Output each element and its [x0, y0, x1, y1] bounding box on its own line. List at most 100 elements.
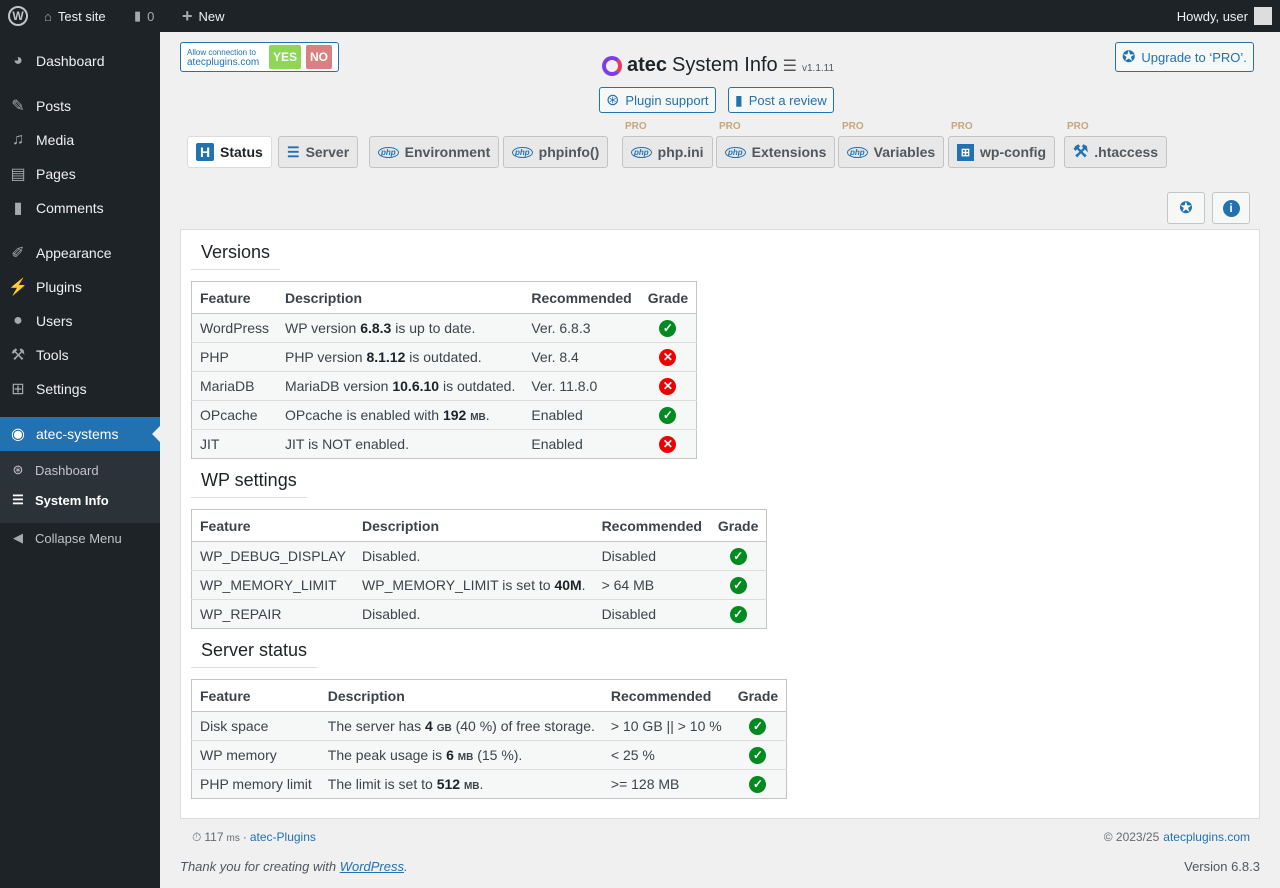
php-icon: php [631, 146, 652, 158]
desc-text: Disabled. [362, 548, 421, 564]
ms-unit: ms [226, 833, 240, 844]
desc-text: JIT is NOT enabled. [284, 436, 409, 452]
dashboard-icon: ◕ [13, 52, 23, 69]
menu-label: Dashboard [36, 53, 105, 69]
wp-version: Version 6.8.3 [1184, 859, 1260, 874]
comments-link[interactable]: ▮ 0 [134, 0, 154, 32]
tab-status[interactable]: H Status [187, 136, 272, 168]
feature-cell: WordPress [191, 313, 277, 343]
collapse-menu[interactable]: ◀ Collapse Menu [0, 524, 160, 552]
menu-tools[interactable]: ⚒ Tools [0, 338, 160, 372]
tab-wp-config[interactable]: ⊞ wp-config [948, 136, 1056, 168]
menu-label: Comments [36, 200, 104, 216]
server-icon: ☰ [12, 492, 24, 507]
pro-badge: PRO [719, 121, 741, 132]
column-header: Description [354, 509, 594, 542]
table-row: WP_DEBUG_DISPLAY Disabled. Disabled ✓ [191, 541, 767, 571]
render-time: ⏱ 117 ms · atec-Plugins [192, 830, 316, 845]
submenu-dashboard[interactable]: ⊛ Dashboard [0, 456, 160, 484]
support-icon: ⊛ [12, 462, 24, 477]
tab-phpinfo[interactable]: php phpinfo() [503, 136, 609, 168]
grade-cell: ✕ [639, 429, 697, 459]
status-panel: Versions Feature Description Recommended Gra… [180, 229, 1260, 819]
check-icon: ✓ [749, 718, 767, 735]
account-menu[interactable]: Howdy, user [1177, 0, 1272, 32]
feature-cell: PHP memory limit [191, 769, 320, 799]
table-header: Feature Description Recommended Grade [191, 679, 787, 712]
admin-bar: W ⌂ Test site ▮ 0 + New Howdy, user [0, 0, 1280, 32]
cross-icon: ✕ [659, 378, 677, 395]
tab-label: Server [305, 144, 350, 160]
desc-unit: GB [436, 723, 452, 734]
menu-atec-systems[interactable]: ◉ atec-systems [0, 417, 160, 451]
menu-pages[interactable]: ▤ Pages [0, 157, 160, 191]
desc-value: 10.6.10 [392, 378, 440, 394]
post-review-button[interactable]: ▮ Post a review [728, 87, 834, 113]
desc-value: 6.8.3 [360, 320, 392, 336]
desc-text: The server has [327, 718, 426, 734]
menu-comments[interactable]: ▮ Comments [0, 191, 160, 225]
desc-text: . [581, 577, 586, 593]
desc-text: The peak usage is [327, 747, 447, 763]
plus-icon: + [182, 5, 193, 26]
tab-server[interactable]: ☰ Server [278, 136, 359, 168]
menu-dashboard[interactable]: ◕ Dashboard [0, 44, 160, 78]
description-cell: MariaDB version 10.6.10 is outdated. [276, 371, 524, 401]
plugin-support-button[interactable]: ⊛ Plugin support [599, 87, 716, 113]
pro-badge: PRO [842, 121, 864, 132]
atecplugins-link[interactable]: atecplugins.com [1163, 830, 1250, 844]
comment-icon: ▮ [735, 91, 743, 108]
menu-appearance[interactable]: ✐ Appearance [0, 236, 160, 270]
menu-label: Settings [36, 381, 87, 397]
status-table: Feature Description Recommended Grade Disk s… [191, 679, 788, 799]
grade-cell: ✓ [729, 769, 787, 799]
media-icon: ♫ [12, 131, 24, 148]
tab-environment[interactable]: php Environment [369, 136, 500, 168]
server-icon: ☰ [287, 143, 300, 160]
tab-extensions[interactable]: php Extensions [716, 136, 836, 168]
atec-plugins-link[interactable]: atec-Plugins [249, 830, 316, 844]
table-row: OPcache OPcache is enabled with 192 MB. En… [191, 400, 697, 430]
recommended-cell: > 10 GB || > 10 % [602, 711, 730, 741]
no-button[interactable]: NO [306, 45, 332, 69]
php-icon: php [847, 146, 868, 158]
menu-users[interactable]: ● Users [0, 304, 160, 338]
description-cell: OPcache is enabled with 192 MB. [276, 400, 524, 430]
desc-text: . [479, 776, 484, 792]
description-cell: JIT is NOT enabled. [276, 429, 524, 459]
new-link[interactable]: + New [182, 0, 225, 32]
pro-badge: PRO [625, 121, 647, 132]
tab-htaccess[interactable]: ⚒ .htaccess [1064, 136, 1168, 168]
menu-settings[interactable]: ⊞ Settings [0, 372, 160, 406]
wordpress-link[interactable]: WordPress [339, 859, 404, 874]
status-table: Feature Description Recommended Grade WP_DEB… [191, 509, 768, 629]
submenu: ⊛ Dashboard ☰ System Info [0, 451, 160, 523]
column-header: Grade [729, 679, 787, 712]
check-icon: ✓ [729, 577, 747, 594]
yes-button[interactable]: YES [269, 45, 301, 69]
desc-text: (15 %). [473, 747, 523, 763]
submenu-label: Dashboard [35, 462, 99, 478]
info-button[interactable]: i [1212, 192, 1250, 224]
description-cell: The server has 4 GB (40 %) of free stora… [319, 711, 603, 741]
upgrade-pro-button[interactable]: ✪ Upgrade to ‘PRO’. [1115, 42, 1254, 72]
button-label: Plugin support [625, 92, 709, 108]
thanks-text: Thank you for creating with [180, 859, 340, 874]
atec-logo-icon [602, 55, 622, 76]
tab-variables[interactable]: php Variables [838, 136, 945, 168]
collapse-icon: ◀ [13, 530, 23, 545]
submenu-system-info[interactable]: ☰ System Info [0, 486, 160, 514]
desc-unit: MB [463, 781, 480, 792]
menu-plugins[interactable]: ⚡ Plugins [0, 270, 160, 304]
menu-posts[interactable]: ✎ Posts [0, 89, 160, 123]
stopwatch-icon: ⏱ [192, 830, 202, 844]
award-button[interactable]: ✪ [1167, 192, 1205, 224]
server-icon: ☰ [782, 58, 797, 75]
check-icon: ✓ [659, 320, 677, 337]
table-row: WP_REPAIR Disabled. Disabled ✓ [191, 599, 767, 629]
site-link[interactable]: ⌂ Test site [44, 0, 106, 32]
menu-media[interactable]: ♫ Media [0, 123, 160, 157]
tab-php-ini[interactable]: php php.ini [622, 136, 713, 168]
wordpress-logo-icon[interactable]: W [8, 0, 28, 32]
column-header: Description [319, 679, 603, 712]
